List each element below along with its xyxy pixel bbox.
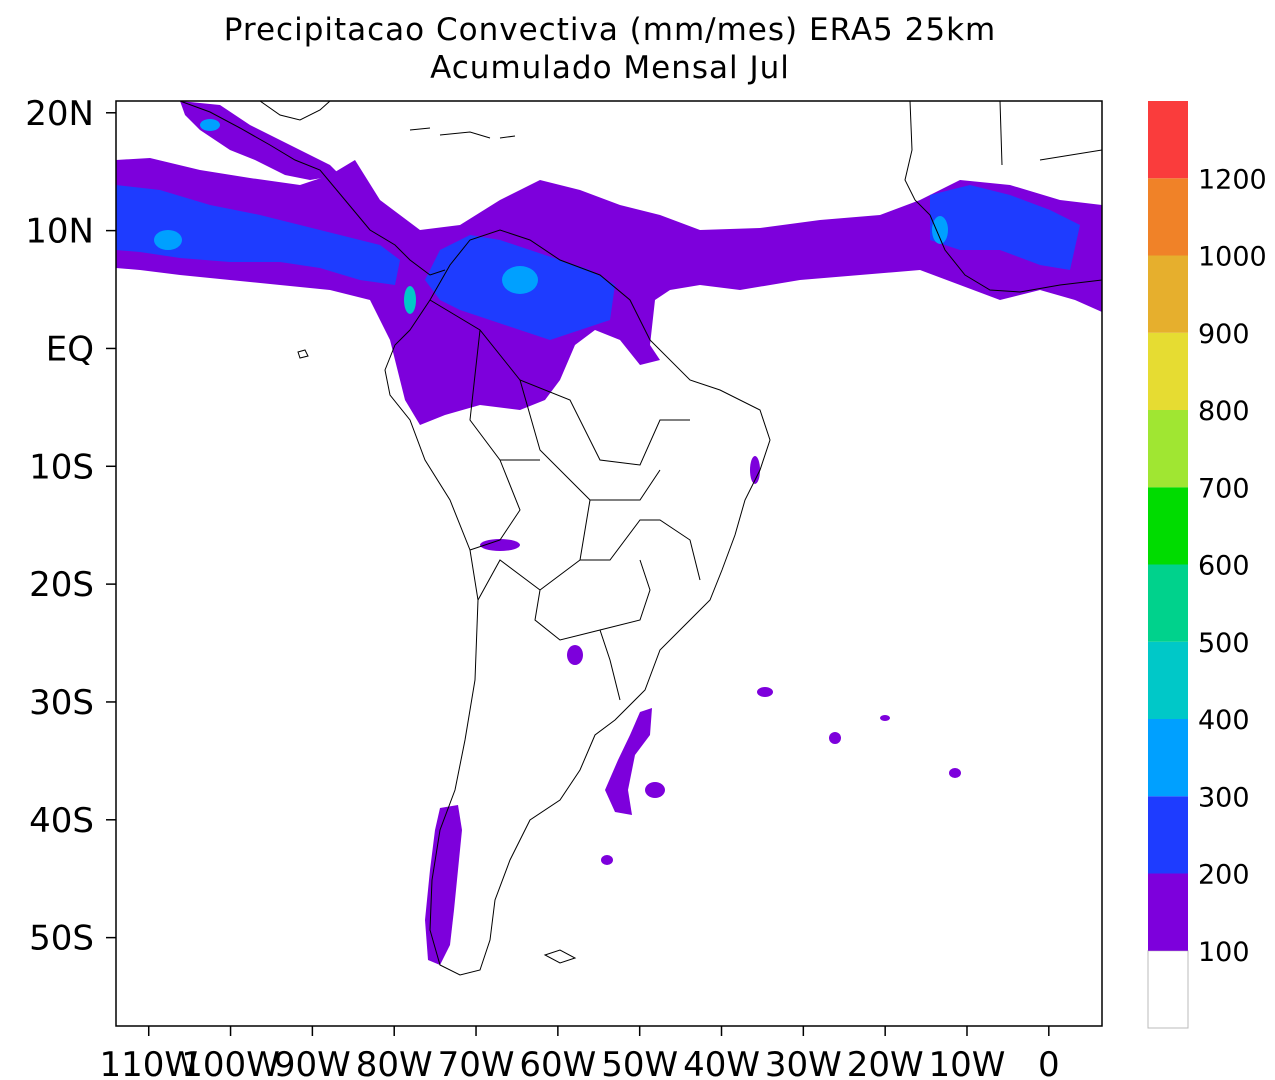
colorbar-swatch [1148, 255, 1188, 333]
latitude-axis: 20N 10N EQ 10S 20S 30S 40S 50S [25, 94, 116, 959]
colorbar-label: 1200 [1198, 164, 1267, 195]
lon-tick-label: 100W [181, 1045, 280, 1080]
coastlines [179, 101, 1102, 976]
precipitation-field [116, 101, 1102, 965]
lat-tick-label: 10N [25, 212, 94, 252]
lon-tick-label: 10W [929, 1045, 1006, 1080]
lat-tick-label: 40S [29, 801, 94, 841]
map-frame [115, 100, 1103, 1027]
colorbar-label: 700 [1198, 473, 1250, 504]
lat-tick-label: 20S [29, 565, 94, 605]
coast-falklands [543, 949, 577, 964]
colorbar-swatch [1148, 487, 1188, 565]
coast-caribbean-islands [409, 127, 516, 139]
lon-tick-label: 40W [683, 1045, 760, 1080]
precip-pocket [154, 230, 182, 250]
colorbar: 100 200 300 400 500 600 700 800 900 1000 1200 [1147, 101, 1267, 1029]
lon-tick-label: 20W [847, 1045, 924, 1080]
colorbar-label: 200 [1198, 860, 1250, 891]
lon-tick-label: 110W [99, 1045, 198, 1080]
precip-patch [829, 732, 841, 744]
colorbar-label: 800 [1198, 396, 1250, 427]
coast-central-america [179, 101, 446, 276]
lat-tick-label: 20N [25, 94, 94, 134]
colorbar-label: 1000 [1198, 242, 1267, 273]
coast-west-africa [904, 101, 1102, 293]
map-title: Precipitacao Convectiva (mm/mes) ERA5 25… [223, 12, 997, 48]
lon-tick-label: 60W [519, 1045, 596, 1080]
lon-tick-label: 50W [601, 1045, 678, 1080]
precip-patch [645, 782, 665, 798]
precip-patch [880, 715, 890, 721]
precip-south-atlantic [605, 708, 652, 815]
precip-patch [750, 456, 760, 484]
lat-tick-label: 10S [29, 447, 94, 487]
colorbar-swatch [1148, 564, 1188, 642]
map-subtitle: Acumulado Mensal Jul [430, 50, 790, 86]
lon-tick-label: 30W [765, 1045, 842, 1080]
precip-patch [480, 539, 520, 551]
colorbar-label: 900 [1198, 319, 1250, 350]
colorbar-swatch [1148, 101, 1188, 179]
precip-southern-chile [425, 805, 462, 965]
colorbar-swatch [1148, 641, 1188, 719]
precip-pocket [404, 286, 416, 314]
precip-core-pacific [116, 185, 400, 285]
lat-tick-label: 50S [29, 919, 94, 959]
colorbar-swatch [1148, 873, 1188, 951]
colorbar-swatch [1148, 719, 1188, 797]
lon-tick-label: 80W [356, 1045, 433, 1080]
precip-central-america [180, 101, 340, 180]
colorbar-label: 300 [1198, 782, 1250, 813]
colorbar-swatch [1148, 332, 1188, 410]
lon-tick-label: 0 [1038, 1045, 1060, 1080]
precip-patch [567, 645, 583, 665]
colorbar-swatch [1148, 178, 1188, 256]
precip-pocket [502, 266, 538, 294]
coast-galapagos [297, 349, 309, 359]
colorbar-label: 100 [1198, 937, 1250, 968]
colorbar-swatch [1147, 950, 1189, 1029]
colorbar-label: 600 [1198, 551, 1250, 582]
colorbar-label: 500 [1198, 628, 1250, 659]
precip-patch [949, 768, 961, 778]
colorbar-swatch [1148, 410, 1188, 488]
precip-patch [757, 687, 773, 697]
lat-tick-label: 30S [29, 683, 94, 723]
coast-south-america [384, 229, 771, 976]
precip-pocket [200, 119, 220, 131]
lon-tick-label: 90W [274, 1045, 351, 1080]
colorbar-label: 400 [1198, 705, 1250, 736]
lon-tick-label: 70W [438, 1045, 515, 1080]
country-borders [429, 299, 701, 701]
precip-pocket [932, 216, 948, 244]
precip-patch [601, 855, 613, 865]
lat-tick-label: EQ [46, 329, 94, 369]
colorbar-swatch [1148, 796, 1188, 874]
precip-core-africa [930, 185, 1080, 270]
